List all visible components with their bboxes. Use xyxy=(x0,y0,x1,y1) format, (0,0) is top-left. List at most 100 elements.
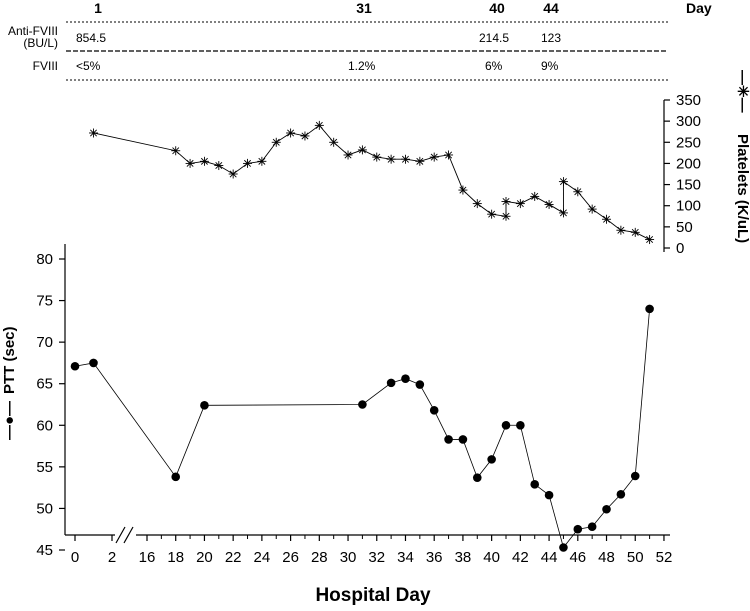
ptt-y-tick-label: 80 xyxy=(36,251,53,268)
platelets-point xyxy=(329,137,339,147)
platelets-point xyxy=(286,128,296,138)
platelets-y-tick-label: 250 xyxy=(676,134,701,151)
platelets-y-tick-label: 50 xyxy=(676,219,693,236)
x-tick-label: 36 xyxy=(426,549,443,566)
ptt-y-tick-label: 60 xyxy=(36,417,53,434)
ptt-point xyxy=(200,401,209,410)
ptt-point xyxy=(616,489,626,499)
table-day-header: Day xyxy=(686,0,712,16)
ptt-point xyxy=(472,473,482,482)
ptt-line xyxy=(74,308,650,549)
ptt-legend-marker: —●— xyxy=(1,401,18,440)
ptt-point xyxy=(501,420,511,430)
platelets-axis-title-group: —✳— Platelets (K/uL) xyxy=(734,70,750,243)
x-tick-label: 44 xyxy=(541,549,558,566)
cell-anti-fviii-day44: 123 xyxy=(541,31,561,45)
platelets-point xyxy=(501,196,511,206)
platelets-y-tick-label: 150 xyxy=(676,177,701,194)
cell-fviii-day40: 6% xyxy=(485,59,503,73)
x-tick-label: 30 xyxy=(340,549,357,566)
cell-anti-fviii-day40: 214.5 xyxy=(479,31,509,45)
table-day-40: 40 xyxy=(489,0,505,16)
x-tick-label: 46 xyxy=(569,549,586,566)
platelets-point xyxy=(602,214,612,224)
platelets-point xyxy=(199,156,209,166)
platelets-point xyxy=(530,191,540,201)
platelets-point xyxy=(372,152,382,162)
ptt-y-ticks: 45 50 55 60 65 70 75 80 xyxy=(36,251,65,559)
ptt-point xyxy=(415,380,425,389)
ptt-point xyxy=(429,406,439,415)
platelets-y-tick-label: 100 xyxy=(676,198,701,215)
platelets-point xyxy=(171,146,181,156)
platelets-point xyxy=(444,150,454,160)
platelets-point xyxy=(415,156,425,166)
platelets-panel: 0 50 100 150 200 250 300 350 —✳— Platelets (K/u… xyxy=(89,70,750,257)
x-axis-break-mark xyxy=(115,526,134,544)
ptt-axis-title: PTT (sec) xyxy=(1,326,18,394)
platelets-point xyxy=(616,225,626,235)
ptt-point xyxy=(645,304,654,314)
x-tick-label: 50 xyxy=(627,549,644,566)
x-tick-label: 40 xyxy=(483,549,500,566)
ptt-point xyxy=(89,358,98,368)
ptt-point xyxy=(559,543,568,552)
table-day-31: 31 xyxy=(356,0,372,16)
row-label-anti-fviii: Anti-FVIII xyxy=(8,24,58,38)
platelets-point xyxy=(257,156,267,166)
x-tick-label: 18 xyxy=(167,549,184,566)
x-tick-label: 34 xyxy=(397,549,414,566)
x-tick-label: 0 xyxy=(71,549,79,566)
ptt-y-tick-label: 75 xyxy=(36,293,53,310)
platelets-line xyxy=(93,124,650,240)
ptt-point xyxy=(587,522,597,532)
platelets-point xyxy=(400,154,410,164)
x-tick-label: 38 xyxy=(455,549,472,566)
ptt-point xyxy=(516,420,525,430)
ptt-point xyxy=(358,400,367,409)
ptt-point xyxy=(630,471,640,481)
cell-fviii-day44: 9% xyxy=(541,59,559,73)
platelets-point xyxy=(243,158,253,168)
cell-fviii-day31: 1.2% xyxy=(348,59,376,73)
platelets-axis-title: Platelets (K/uL) xyxy=(734,134,750,243)
platelets-series xyxy=(89,120,655,245)
cell-anti-fviii-day1: 854.5 xyxy=(76,31,106,45)
platelets-point xyxy=(429,152,439,162)
ptt-point xyxy=(401,374,410,384)
table-day-44: 44 xyxy=(543,0,559,16)
platelets-point xyxy=(558,177,568,187)
x-tick-label: 32 xyxy=(368,549,385,566)
x-tick-label: 52 xyxy=(656,549,673,566)
ptt-point xyxy=(458,435,468,444)
x-tick-label: 48 xyxy=(598,549,615,566)
platelets-point xyxy=(515,199,525,209)
platelets-point xyxy=(487,209,497,219)
ptt-y-tick-label: 65 xyxy=(36,376,53,393)
x-tick-label: 22 xyxy=(225,549,242,566)
platelets-y-ticks: 0 50 100 150 200 250 300 350 xyxy=(664,92,701,257)
platelets-point xyxy=(544,199,554,209)
table-day-1: 1 xyxy=(94,0,102,16)
platelets-point xyxy=(228,169,238,179)
ptt-y-tick-label: 70 xyxy=(36,334,53,351)
ptt-point xyxy=(444,435,453,444)
x-axis-title: Hospital Day xyxy=(315,585,431,606)
platelets-point xyxy=(645,235,655,245)
ptt-point xyxy=(573,524,583,534)
row-label-fviii: FVIII xyxy=(33,59,58,73)
platelets-point xyxy=(573,187,583,197)
platelets-point xyxy=(271,137,281,147)
platelets-y-tick-label: 200 xyxy=(676,155,701,172)
x-tick-label: 28 xyxy=(311,549,328,566)
ptt-y-tick-label: 55 xyxy=(36,459,53,476)
ptt-point xyxy=(171,472,181,482)
platelets-point xyxy=(458,185,468,195)
platelets-point xyxy=(300,131,310,141)
ptt-y-tick-label: 45 xyxy=(36,542,53,559)
x-tick-label: 16 xyxy=(139,549,156,566)
platelets-y-tick-label: 350 xyxy=(676,92,701,109)
platelets-y-tick-label: 300 xyxy=(676,113,701,130)
ptt-y-tick-label: 50 xyxy=(36,500,53,517)
